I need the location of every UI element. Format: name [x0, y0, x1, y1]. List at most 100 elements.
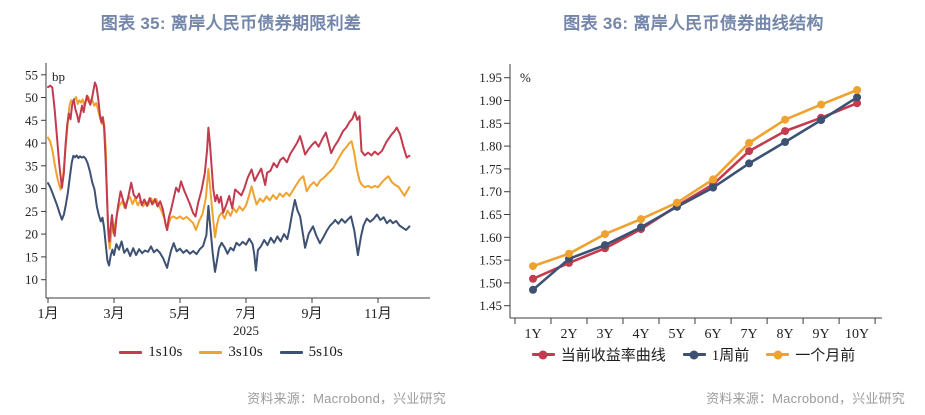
y-tick-label: 1.45: [479, 298, 502, 313]
x-tick-label: 9月: [302, 306, 323, 322]
data-point-一个月前: [529, 262, 537, 271]
x-tick-label: 6Y: [705, 327, 722, 342]
legend-dot-marker: [538, 350, 548, 359]
y-tick-label: 40: [25, 136, 38, 151]
series-line-当前收益率曲线: [531, 101, 859, 281]
figure-36-title: 图表 36: 离岸人民币债券曲线结构: [563, 14, 824, 33]
data-point-1周前: [781, 138, 790, 146]
data-point-1周前: [709, 183, 718, 192]
x-tick-label: 1月: [38, 306, 59, 322]
figure-35-source: 资料来源：Macrobond，兴业研究: [247, 391, 446, 406]
y-tick-label: 50: [25, 90, 38, 105]
x-tick-label: 11月: [364, 306, 391, 322]
data-point-一个月前: [817, 100, 826, 109]
data-point-当前收益率曲线: [529, 274, 537, 283]
legend-item-一个月前: 一个月前: [766, 344, 855, 365]
series-line-5s10s: [47, 154, 411, 273]
legend-label: 当前收益率曲线: [560, 348, 666, 364]
data-point-1周前: [601, 241, 609, 250]
series-line-一个月前: [531, 88, 859, 268]
data-point-1周前: [529, 285, 537, 294]
yield-curve-line-chart: 1.45 1.50 1.55 1.60 1.65 1.70 1.75 1.80 1.85 1.90…: [479, 64, 882, 342]
legend-line-marker: [531, 350, 555, 359]
legend-line-marker: [279, 351, 303, 354]
x-tick-label: 5Y: [668, 327, 685, 342]
figure-36-panel: 图表 36: 离岸人民币债券曲线结构 1.45 1.50 1.55 1.60 1.65 1…: [462, 0, 925, 415]
y-tick-label: 55: [25, 67, 38, 82]
data-point-一个月前: [601, 230, 609, 239]
x-tick-label: 10Y: [845, 327, 869, 342]
legend-item-1s10s: 1s10s: [119, 344, 182, 361]
data-point-一个月前: [853, 86, 862, 94]
legend-dot-marker: [689, 350, 699, 359]
legend-line-marker: [119, 351, 143, 354]
data-point-1周前: [745, 159, 754, 168]
y-tick-label: 1.70: [479, 184, 502, 199]
axis-unit-label: %: [520, 70, 531, 85]
y-tick-label: 45: [25, 113, 38, 128]
y-tick-label: 1.80: [479, 139, 502, 154]
y-tick-label: 1.65: [479, 207, 502, 222]
legend-line-marker: [199, 351, 223, 354]
legend-item-5s10s: 5s10s: [279, 344, 343, 361]
data-point-一个月前: [637, 215, 645, 224]
series-line-1s10s: [47, 81, 411, 243]
y-tick-label: 20: [25, 227, 38, 242]
data-point-1周前: [853, 93, 862, 102]
data-point-一个月前: [781, 115, 790, 124]
figure-36-legend: 当前收益率曲线 1周前 一个月前: [462, 344, 925, 365]
figure-35-legend: 1s10s 3s10s 5s10s: [0, 344, 462, 361]
data-point-当前收益率曲线: [745, 147, 754, 156]
y-tick-label: 1.50: [479, 275, 502, 290]
x-tick-label: 2Y: [560, 327, 577, 342]
y-tick-label: 25: [25, 204, 38, 219]
y-tick-label: 1.55: [479, 253, 502, 268]
data-point-一个月前: [709, 175, 718, 184]
legend-dot-marker: [773, 350, 783, 359]
axis-unit-label: bp: [52, 69, 65, 84]
y-tick-label: 30: [25, 181, 38, 196]
y-tick-label: 1.95: [479, 70, 502, 85]
legend-item-1周前: 1周前: [682, 344, 750, 365]
x-tick-label: 8Y: [777, 327, 794, 342]
legend-line-marker: [682, 350, 706, 359]
y-tick-label: 1.85: [479, 116, 502, 131]
axes: [41, 63, 430, 303]
y-tick-label: 1.60: [479, 230, 502, 245]
x-tick-label: 3月: [104, 306, 125, 322]
figure-35-title: 图表 35: 离岸人民币债券期限利差: [100, 14, 362, 33]
figure-36-source: 资料来源：Macrobond，兴业研究: [706, 391, 905, 406]
legend-label: 3s10s: [228, 344, 263, 360]
series-line-1周前: [531, 95, 859, 292]
figure-35-panel: 图表 35: 离岸人民币债券期限利差 10 15 20 25 30 35 40 45 50 55 1…: [0, 0, 462, 415]
legend-label: 1周前: [711, 348, 750, 364]
data-point-一个月前: [565, 249, 573, 258]
x-tick-label: 4Y: [632, 327, 649, 342]
legend-label: 1s10s: [148, 344, 183, 360]
y-tick-label: 1.90: [479, 93, 502, 108]
legend-item-当前收益率曲线: 当前收益率曲线: [531, 344, 666, 365]
legend-line-marker: [766, 350, 790, 359]
x-axis-year-label: 2025: [233, 323, 259, 338]
data-point-1周前: [817, 116, 826, 125]
y-tick-label: 35: [25, 158, 38, 173]
x-tick-label: 3Y: [596, 327, 613, 342]
y-tick-label: 10: [25, 272, 38, 287]
x-tick-label: 9Y: [813, 327, 830, 342]
x-tick-label: 7月: [236, 306, 257, 322]
legend-label: 5s10s: [308, 344, 343, 360]
data-point-一个月前: [745, 138, 754, 147]
data-point-当前收益率曲线: [781, 127, 790, 136]
data-point-当前收益率曲线: [853, 99, 862, 108]
x-tick-label: 5月: [170, 306, 191, 322]
data-point-一个月前: [673, 198, 681, 207]
y-tick-label: 15: [25, 249, 38, 264]
legend-item-3s10s: 3s10s: [199, 344, 263, 361]
x-tick-label: 1Y: [524, 327, 541, 342]
legend-label: 一个月前: [795, 348, 856, 364]
y-tick-label: 1.75: [479, 161, 502, 176]
axes: [504, 64, 882, 324]
data-point-1周前: [637, 223, 645, 232]
